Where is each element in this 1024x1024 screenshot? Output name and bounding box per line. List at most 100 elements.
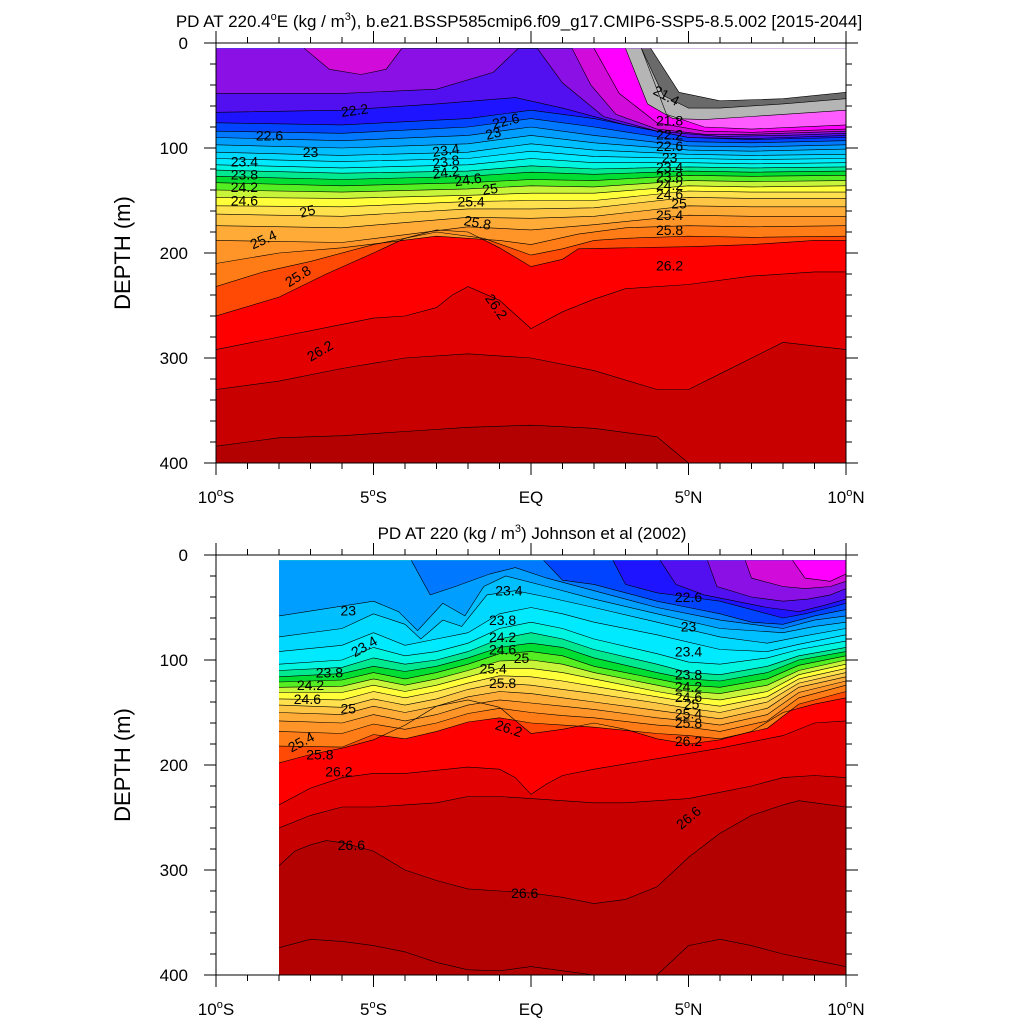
isoline-22 [744,560,846,589]
contour-label-text: 22.6 [656,138,683,154]
contour-label-text: 26.6 [511,885,538,901]
contour-label: 22.6 [256,127,283,143]
contour-label-text: 23.8 [656,168,683,184]
isoline-22-2 [216,48,846,137]
isoline-25-2 [216,196,846,217]
isoline-23-2 [279,575,846,634]
contour-label: 23 [662,149,678,165]
y-axis-title: DEPTH (m) [110,196,135,310]
isoline-24-8 [216,185,846,199]
contour-label-text: 22.6 [491,110,522,132]
isoline-25 [279,668,846,707]
contour-label-text: 23.4 [495,583,522,599]
isoline-26-4 [216,271,846,350]
contour-label-text: 25 [671,196,687,212]
contour-label-text: 24.6 [675,689,702,705]
contour-label: 25.8 [675,715,702,731]
isoline-21-4 [625,48,846,120]
contour-label-text: 23 [662,149,678,165]
contour-label: 26.2 [325,763,352,779]
y-tick-label: 200 [160,244,188,263]
panel-title: PD AT 220.4oE (kg / m3), b.e21.BSSP585cm… [176,11,862,31]
panel-title: PD AT 220 (kg / m3) Johnson et al (2002) [378,523,687,543]
contour-field: 2323.423.824.224.62525.425.826.226.623.4… [279,560,846,975]
contour-label: 25 [298,201,317,220]
isoline-24-4 [279,651,846,688]
contour-label-text: 25 [298,201,317,220]
contour-label: 22.6 [656,138,683,154]
isoline-23-4 [216,143,846,156]
contour-label-text: 24.2 [489,629,516,645]
y-tick-label: 300 [160,861,188,880]
contour-label-text: 25.8 [306,747,333,763]
isoline-25 [216,190,846,208]
contour-label: 24.6 [453,170,482,190]
contour-label: 25 [671,196,687,212]
isoline-25-4 [279,676,846,720]
isoline-25-8 [279,684,846,734]
isoline-25-6 [279,680,846,726]
isoline-24-8 [279,663,846,701]
isoline-23-8 [279,621,846,665]
contour-label-text: 23 [484,124,503,143]
isoline-22-4 [216,97,846,139]
y-tick-label: 0 [179,546,188,565]
isoline-26-8 [216,424,846,463]
y-tick-label: 400 [160,966,188,985]
isoline-26-6 [279,775,846,829]
contour-label-text: 25.4 [675,706,702,722]
isoline-22-6 [216,109,846,140]
contour-label-text: 24.2 [656,177,683,193]
contour-label: 23.4 [656,159,683,175]
contour-label-text: 23.8 [316,665,343,681]
isoline-26-8 [279,800,846,904]
isoline-26-2 [216,229,846,317]
isoline-24 [216,165,846,174]
contour-label: 24.2 [675,678,702,694]
isoline-26-4 [279,720,846,806]
isoline-23 [411,560,846,629]
contour-label: 23.8 [675,667,702,683]
contour-label: 21.8 [656,113,683,129]
isoline-24-2 [216,170,846,180]
isoline-23 [216,126,846,148]
contour-label: 26.6 [338,837,365,853]
isoline-26-6 [216,341,846,390]
isoline-22-6 [612,560,846,619]
contour-label: 24.2 [431,162,460,182]
isoline-25-4 [216,205,846,229]
contour-label-text: 24.6 [294,691,321,707]
contour-label: 23.4 [231,154,258,170]
contour-label-text: 25.8 [656,222,683,238]
y-tick-label: 400 [160,454,188,473]
isoline-27 [279,938,846,975]
contour-label: 23.4 [675,644,702,660]
isoline-24 [279,632,846,676]
contour-label: 23.4 [431,140,460,160]
contour-label: 24.2 [489,629,516,645]
contour-label: 22.6 [675,589,702,605]
contour-label-text: 25.8 [463,212,493,233]
contour-label: 23 [303,144,319,160]
y-tick-label: 300 [160,349,188,368]
contour-label-text: 21.8 [656,113,683,129]
contour-label: 25 [481,180,499,198]
y-tick-label: 200 [160,756,188,775]
isoline-26 [279,691,846,748]
contour-label: 23.8 [231,166,258,182]
isoline-25-2 [279,672,846,713]
contour-label-text: 24.2 [431,162,460,182]
contour-label: 23 [681,618,697,634]
isoline-24-4 [216,174,846,187]
contour-label: 24.6 [489,642,516,658]
contour-label: 23.8 [316,665,343,681]
isoline-21-2 [641,48,846,109]
contour-label-text: 24.2 [231,179,258,195]
contour-label: 22.6 [491,110,522,132]
contour-label: 23 [484,124,503,143]
contour-label-text: 26.2 [325,763,352,779]
contour-field: 22.222.622.6232323.423.423.823.824.224.2… [216,48,846,463]
contour-label: 25.8 [489,675,516,691]
isoline-22-2 [707,560,846,602]
contour-label-text: 25 [684,696,700,712]
